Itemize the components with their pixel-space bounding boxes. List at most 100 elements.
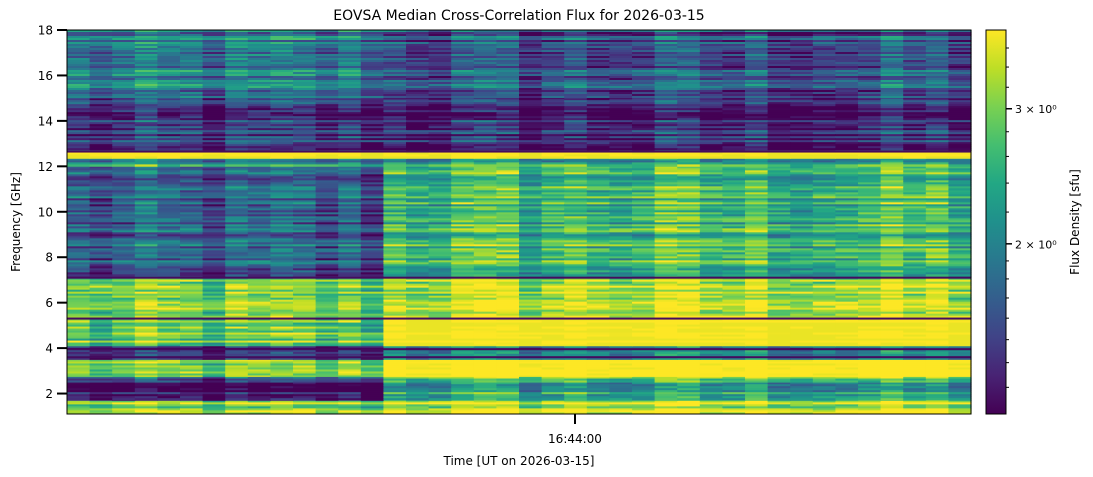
heatmap-cell: [451, 322, 475, 325]
heatmap-cell: [293, 206, 317, 209]
heatmap-cell: [790, 340, 814, 343]
heatmap-cell: [699, 200, 723, 203]
heatmap-cell: [880, 291, 904, 295]
heatmap-cell: [473, 330, 497, 333]
heatmap-cell: [134, 224, 158, 227]
heatmap-cell: [519, 222, 543, 225]
heatmap-cell: [428, 388, 452, 391]
heatmap-cell: [451, 307, 475, 311]
heatmap-cell: [925, 336, 949, 339]
heatmap-cell: [948, 392, 972, 395]
heatmap-cell: [925, 268, 949, 271]
heatmap-cell: [790, 400, 814, 401]
heatmap-cell: [270, 392, 294, 395]
heatmap-cell: [293, 322, 317, 325]
heatmap-cell: [767, 287, 791, 291]
heatmap-cell: [812, 376, 836, 379]
heatmap-cell: [722, 226, 746, 229]
heatmap-cell: [89, 293, 113, 297]
heatmap-cell: [654, 328, 678, 331]
heatmap-cell: [586, 279, 610, 283]
heatmap-cell: [112, 192, 136, 195]
heatmap-cell: [134, 376, 158, 379]
heatmap-cell: [180, 240, 204, 243]
heatmap-cell: [903, 246, 927, 249]
heatmap-cell: [293, 313, 317, 317]
heatmap-cell: [67, 344, 91, 347]
heatmap-cell: [67, 365, 91, 368]
heatmap-cell: [812, 226, 836, 229]
heatmap-cell: [519, 172, 543, 175]
heatmap-cell: [360, 376, 384, 379]
heatmap-cell: [632, 338, 656, 341]
heatmap-cell: [519, 224, 543, 227]
heatmap-cell: [745, 375, 769, 377]
heatmap-cell: [247, 198, 271, 201]
heatmap-cell: [632, 359, 656, 362]
heatmap-cell: [202, 238, 226, 241]
heatmap-cell: [858, 170, 882, 173]
heatmap-cell: [383, 260, 407, 263]
heatmap-cell: [767, 342, 791, 345]
heatmap-cell: [722, 326, 746, 329]
heatmap-cell: [202, 272, 226, 275]
heatmap-cell: [451, 380, 475, 383]
heatmap-cell: [360, 332, 384, 335]
heatmap-cell: [858, 272, 882, 275]
heatmap-cell: [903, 363, 927, 366]
heatmap-cell: [202, 402, 226, 405]
heatmap-cell: [745, 250, 769, 253]
heatmap-cell: [519, 376, 543, 379]
heatmap-cell: [654, 376, 678, 379]
heatmap-cell: [722, 338, 746, 341]
heatmap-cell: [903, 402, 927, 405]
heatmap-cell: [654, 410, 678, 413]
heatmap-cell: [609, 396, 633, 399]
heatmap-cell: [473, 295, 497, 299]
heatmap-cell: [699, 345, 723, 349]
heatmap-cell: [180, 248, 204, 251]
heatmap-cell: [247, 182, 271, 185]
heatmap-cell: [722, 238, 746, 241]
heatmap-cell: [383, 232, 407, 235]
heatmap-cell: [134, 361, 158, 364]
heatmap-cell: [541, 234, 565, 237]
heatmap-cell: [383, 166, 407, 169]
heatmap-cell: [925, 338, 949, 341]
heatmap-cell: [632, 402, 656, 405]
heatmap-cell: [338, 371, 362, 374]
heatmap-cell: [835, 260, 859, 263]
heatmap-cell: [745, 359, 769, 362]
heatmap-cell: [812, 166, 836, 169]
heatmap-cell: [880, 256, 904, 259]
heatmap-cell: [564, 396, 588, 399]
heatmap-cell: [835, 234, 859, 237]
heatmap-cell: [677, 406, 701, 409]
heatmap-cell: [67, 236, 91, 239]
heatmap-cell: [451, 345, 475, 349]
heatmap-cell: [677, 359, 701, 362]
heatmap-cell: [406, 224, 430, 227]
heatmap-cell: [880, 303, 904, 307]
heatmap-cell: [134, 318, 158, 321]
heatmap-cell: [767, 357, 791, 360]
heatmap-cell: [315, 192, 339, 195]
heatmap-cell: [948, 216, 972, 219]
heatmap-cell: [247, 178, 271, 181]
heatmap-cell: [609, 268, 633, 271]
heatmap-cell: [134, 404, 158, 407]
heatmap-cell: [473, 218, 497, 221]
heatmap-cell: [360, 375, 384, 377]
heatmap-cell: [858, 297, 882, 301]
heatmap-cell: [225, 330, 249, 333]
heatmap-cell: [925, 206, 949, 209]
heatmap-cell: [112, 408, 136, 411]
heatmap-cell: [925, 412, 949, 415]
heatmap-cell: [609, 287, 633, 291]
heatmap-cell: [383, 198, 407, 201]
heatmap-cell: [112, 283, 136, 287]
heatmap-cell: [383, 182, 407, 185]
heatmap-cell: [338, 206, 362, 209]
heatmap-cell: [632, 214, 656, 217]
heatmap-cell: [225, 287, 249, 291]
